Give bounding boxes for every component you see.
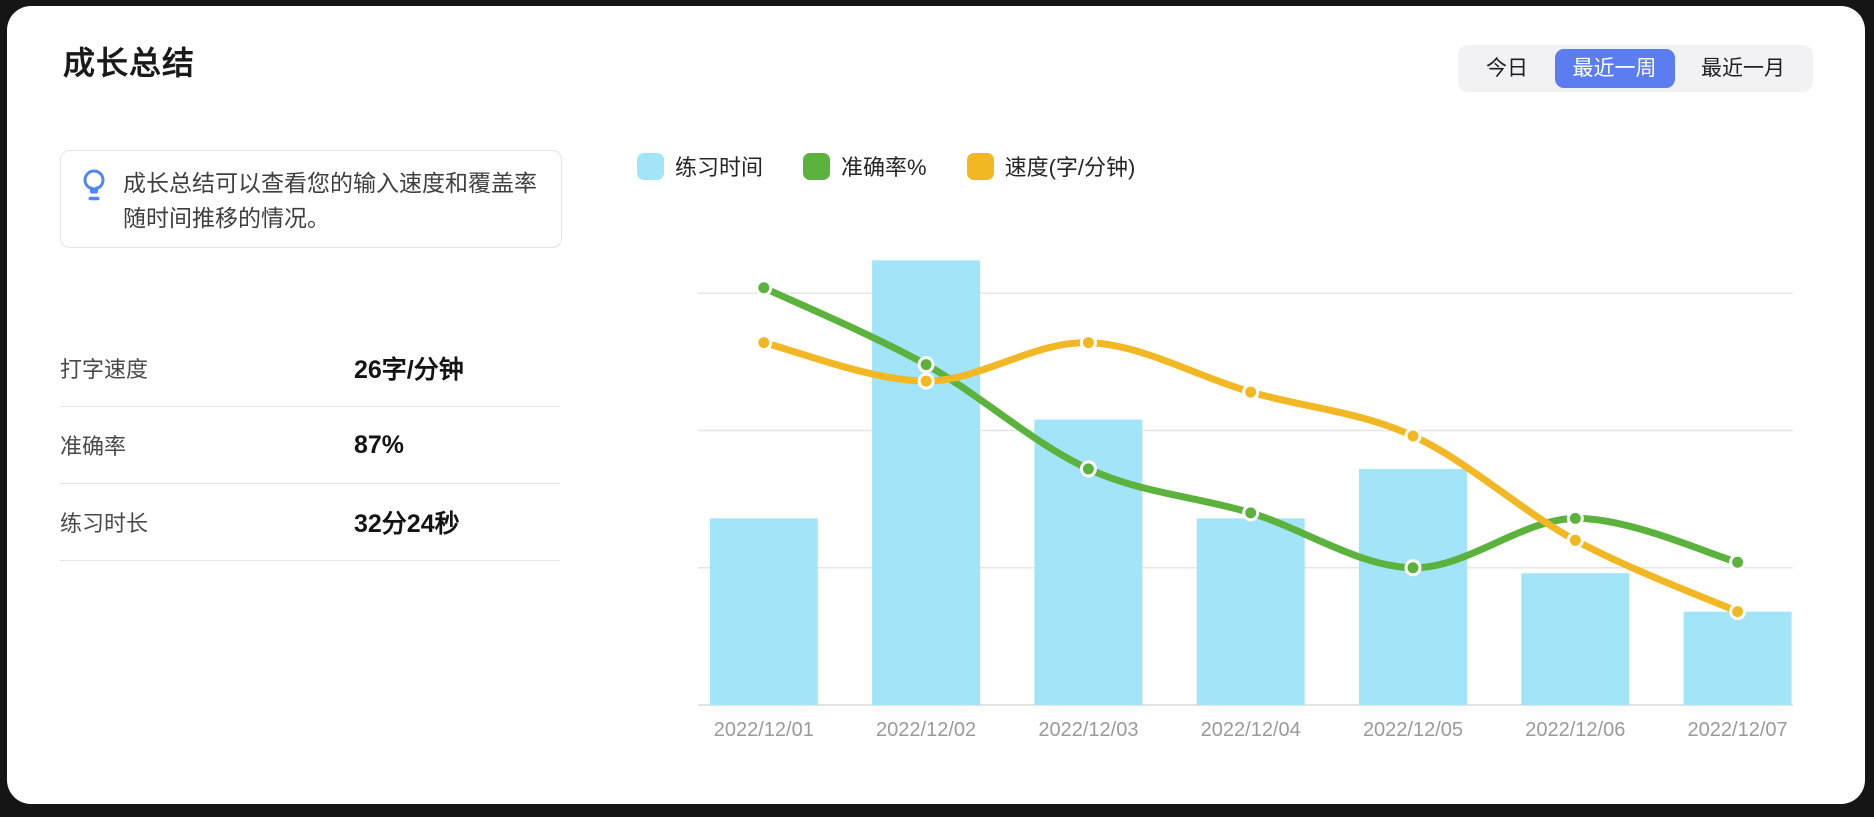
stat-value: 32分24秒 [354,510,460,538]
bar-2022/12/05 [1359,468,1467,705]
x-axis-label: 2022/12/05 [1363,719,1463,741]
legend-label: 速度(字/分钟) [1004,155,1136,180]
stat-label: 打字速度 [60,357,149,382]
stat-row-practice-duration: 练习时长 32分24秒 [60,484,560,561]
bar-2022/12/04 [1196,518,1305,705]
point-准确率%-2022/12/03 [1079,460,1097,478]
legend-swatch-practice-time [637,152,664,180]
tip-text: 成长总结可以查看您的输入速度和覆盖率随时间推移的情况。 [123,170,537,231]
legend-item-speed[interactable]: 速度(字/分钟) [966,150,1136,182]
bar-2022/12/07 [1683,611,1792,705]
legend-label: 准确率% [841,155,927,180]
chart-legend: 练习时间 准确率% 速度(字/分钟) [637,150,1135,182]
point-准确率%-2022/12/05 [1404,559,1422,577]
time-range-last-month-button[interactable]: 最近一月 [1683,49,1803,88]
x-axis-label: 2022/12/04 [1201,719,1301,741]
legend-item-practice-time[interactable]: 练习时间 [637,150,763,182]
stat-row-typing-speed: 打字速度 26字/分钟 [60,330,560,407]
legend-swatch-accuracy [803,152,831,180]
growth-summary-panel: 成长总结 今日 最近一周 最近一月 成长总结可以查看您的输入速度和覆盖率随时间推… [7,6,1865,804]
point-速度(字/分钟)-2022/12/01 [755,334,773,352]
bar-2022/12/02 [872,260,981,705]
stats-list: 打字速度 26字/分钟 准确率 87% 练习时长 32分24秒 [60,330,560,561]
x-axis-label: 2022/12/07 [1688,719,1788,741]
point-准确率%-2022/12/04 [1242,504,1260,522]
stat-value: 87% [354,430,405,459]
bar-2022/12/01 [709,518,818,705]
growth-chart: 2022/12/01 2022/12/02 2022/12/03 2022/12/04… [698,260,1793,741]
stat-row-accuracy: 准确率 87% [60,407,560,484]
time-range-today-button[interactable]: 今日 [1468,49,1546,88]
stat-label: 练习时长 [60,511,149,536]
point-速度(字/分钟)-2022/12/07 [1729,603,1747,621]
point-准确率%-2022/12/01 [755,279,773,297]
point-准确率%-2022/12/06 [1566,509,1584,527]
point-准确率%-2022/12/02 [917,356,935,374]
legend-item-accuracy[interactable]: 准确率% [803,150,927,182]
page-title: 成长总结 [63,45,196,81]
x-axis-label: 2022/12/01 [714,719,814,741]
stat-label: 准确率 [60,434,127,459]
bar-2022/12/06 [1521,573,1630,705]
tip-box: 成长总结可以查看您的输入速度和覆盖率随时间推移的情况。 [60,150,562,248]
legend-swatch-speed [966,152,994,180]
point-速度(字/分钟)-2022/12/03 [1079,334,1097,352]
point-速度(字/分钟)-2022/12/02 [917,372,935,390]
time-range-last-week-button[interactable]: 最近一周 [1554,49,1675,88]
legend-label: 练习时间 [675,155,764,180]
point-速度(字/分钟)-2022/12/06 [1566,531,1584,549]
point-准确率%-2022/12/07 [1729,553,1747,571]
lightbulb-icon [79,168,109,208]
stat-value: 26字/分钟 [354,356,464,384]
x-axis-label: 2022/12/03 [1038,719,1138,741]
point-速度(字/分钟)-2022/12/05 [1404,427,1422,445]
time-range-segmented-control: 今日 最近一周 最近一月 [1458,45,1813,92]
x-axis-label: 2022/12/02 [876,719,976,741]
x-axis-label: 2022/12/06 [1525,719,1625,741]
point-速度(字/分钟)-2022/12/04 [1242,383,1260,401]
